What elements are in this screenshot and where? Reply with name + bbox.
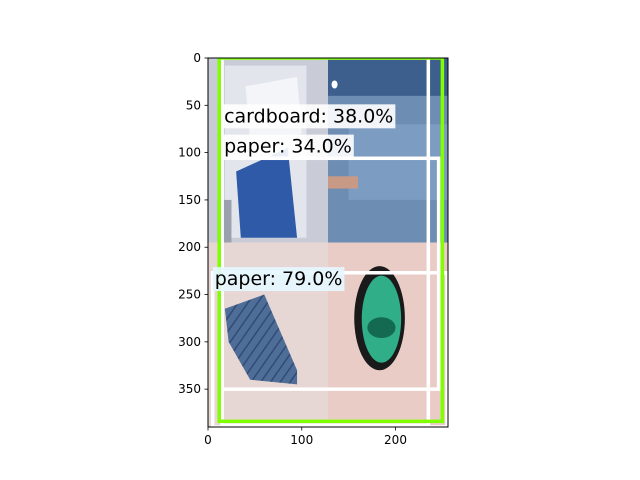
tape-strip: [328, 176, 358, 189]
axes-frame: [207, 57, 449, 428]
carton-blue-print: [236, 147, 298, 238]
y-tick-label: 0: [193, 51, 201, 65]
fabric-shape: [224, 294, 298, 385]
x-tick-label: 200: [384, 433, 407, 447]
x-axis: 0 100 200: [204, 427, 407, 447]
axes: 0 100 200 0 50 100 150 200 250 300 350 cardboard:…: [178, 51, 449, 447]
y-tick-label: 300: [178, 335, 201, 349]
detection-label: paper: 79.0%: [215, 268, 343, 290]
detection-label: paper: 34.0%: [224, 136, 352, 158]
y-tick-label: 250: [178, 288, 201, 302]
detection-box: [217, 58, 445, 424]
y-tick-label: 350: [178, 382, 201, 396]
x-tick-label: 0: [204, 433, 212, 447]
blue-surface-light: [348, 124, 448, 200]
detection-label: cardboard: 38.0%: [224, 105, 393, 127]
y-tick-label: 100: [178, 146, 201, 160]
tin-lid-logo: [367, 317, 396, 339]
y-tick-label: 50: [186, 98, 201, 112]
detection-label-background: [212, 267, 345, 292]
y-tick-label: 200: [178, 240, 201, 254]
detection-labels: cardboard: 38.0% paper: 34.0% paper: 79.0%: [212, 104, 396, 292]
detection-label-group: paper: 79.0%: [212, 267, 345, 292]
surface-hole: [331, 80, 338, 89]
y-axis: 0 50 100 150 200 250 300 350: [178, 51, 208, 396]
detection-label-group: cardboard: 38.0%: [222, 104, 396, 129]
detection-label-background: [222, 134, 354, 159]
detection-label-group: paper: 34.0%: [222, 134, 354, 159]
detection-label-background: [222, 104, 396, 129]
x-tick-label: 100: [290, 433, 313, 447]
y-tick-label: 150: [178, 193, 201, 207]
